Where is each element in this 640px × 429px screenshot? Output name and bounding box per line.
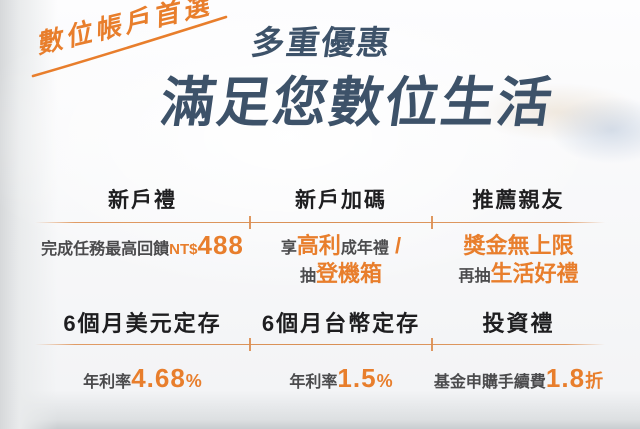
offer-text-segment: 完成任務最高回饋 (41, 241, 170, 258)
offer-title: 新戶禮 (108, 189, 177, 212)
offer-text-segment: 基金申購手續費 (433, 374, 546, 391)
handwritten-badge: 數位帳戶首選 (26, 0, 236, 100)
offers-row-bodies: 年利率4.68% 年利率1.5% 基金申購手續費1.8折 (35, 345, 605, 398)
offers-grid: 新戶禮 新戶加碼 推薦親友 完成任務最高回饋NT$488 享高利成年禮 / 抽登機箱 獎金… (35, 188, 605, 398)
offer-text-segment: NT$ (169, 241, 198, 258)
offer-text-segment: 生活好禮 (490, 261, 579, 286)
offer-title: 推薦親友 (472, 189, 565, 212)
offers-row: 新戶禮 新戶加碼 推薦親友 完成任務最高回饋NT$488 享高利成年禮 / 抽登機箱 獎金… (35, 188, 605, 303)
offers-row-headers: 6個月美元定存 6個月台幣定存 投資禮 (35, 303, 605, 344)
offer-text-segment: 4.68 (131, 363, 186, 393)
offer-detail: 完成任務最高回饋NT$488 (35, 223, 250, 303)
offer-text-segment: 再抽 (458, 268, 491, 285)
offer-text-segment: % (185, 371, 202, 391)
divider-tick (431, 338, 433, 351)
offer-text-segment: 高利 (296, 233, 341, 258)
offer-detail-line: 抽登機箱 (250, 261, 432, 289)
offer-title: 6個月美元定存 (63, 311, 222, 336)
offer-text-segment: 享 (280, 240, 297, 257)
offer-text-segment: 488 (197, 230, 244, 260)
offer-detail-line: 年利率1.5% (250, 363, 432, 398)
offer-detail-line: 獎金無上限 (432, 233, 605, 261)
offer-detail-line: 年利率4.68% (35, 363, 250, 398)
offer-text-segment: 折 (585, 371, 604, 391)
offer-text-segment: 年利率 (83, 374, 132, 391)
offer-detail: 年利率4.68% (35, 345, 250, 398)
offers-row: 6個月美元定存 6個月台幣定存 投資禮 年利率4.68% 年利率1.5% 基金申購手續費… (35, 303, 605, 398)
offer-detail-line: 完成任務最高回饋NT$488 (35, 230, 250, 262)
offer-detail-line: 再抽生活好禮 (432, 261, 605, 289)
offer-detail: 基金申購手續費1.8折 (432, 345, 605, 398)
offer-detail-line: 享高利成年禮 / (250, 233, 432, 261)
offer-text-segment: 1.5 (337, 363, 377, 393)
divider-tick (249, 216, 251, 229)
promo-title: 滿足您數位生活 (157, 73, 558, 133)
offer-text-segment: 1.8 (545, 363, 586, 393)
offer-text-segment: % (376, 371, 393, 391)
offer-text-segment: 登機箱 (316, 261, 383, 286)
offers-row-headers: 新戶禮 新戶加碼 推薦親友 (35, 188, 605, 222)
offer-text-segment: 獎金無上限 (463, 233, 574, 258)
underline-swoosh-icon (31, 15, 228, 78)
offer-text-segment: 年利率 (289, 374, 338, 391)
offer-title: 新戶加碼 (295, 189, 387, 212)
row-divider (35, 338, 605, 351)
offer-text-segment: 抽 (299, 268, 316, 285)
offer-title: 投資禮 (482, 311, 555, 336)
divider-tick (249, 338, 251, 351)
row-divider (35, 216, 605, 229)
offer-text-segment: 成年禮 (340, 240, 389, 257)
offers-row-bodies: 完成任務最高回饋NT$488 享高利成年禮 / 抽登機箱 獎金無上限 再抽生活好禮 (35, 223, 605, 303)
offer-detail: 獎金無上限再抽生活好禮 (432, 223, 605, 303)
divider-tick (431, 216, 433, 229)
offer-detail-line: 基金申購手續費1.8折 (432, 363, 605, 398)
offer-detail: 享高利成年禮 / 抽登機箱 (250, 223, 432, 303)
offer-detail: 年利率1.5% (250, 345, 432, 398)
promo-kicker: 多重優惠 (249, 24, 395, 61)
offer-title: 6個月台幣定存 (261, 311, 421, 336)
offer-text-segment: / (388, 233, 402, 258)
